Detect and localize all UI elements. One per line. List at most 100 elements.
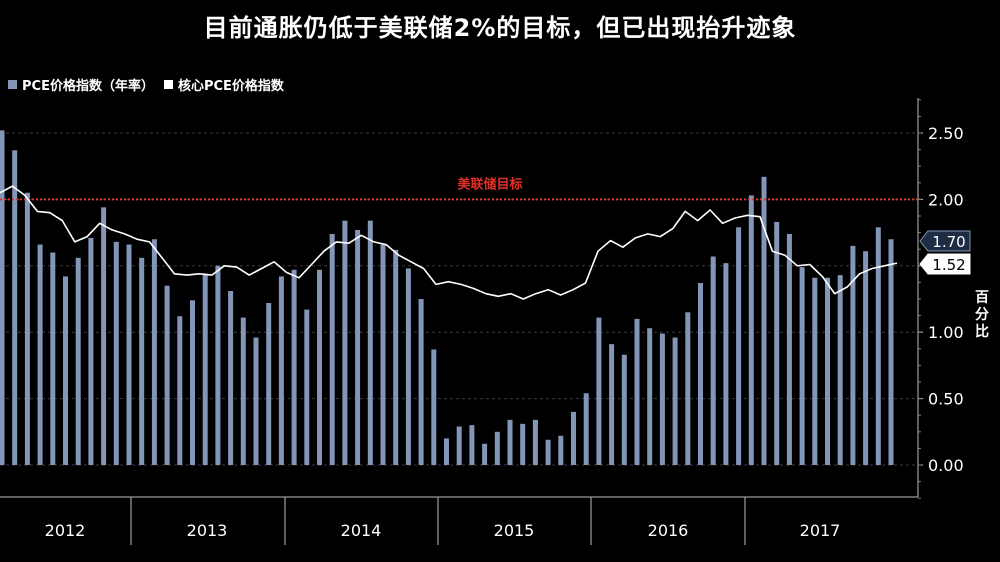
- legend-label-pce: PCE价格指数（年率）: [22, 78, 154, 94]
- year-label: 2017: [800, 521, 841, 540]
- bar: [875, 227, 881, 465]
- bar: [532, 419, 538, 465]
- bar: [253, 337, 259, 465]
- y-tick-label: 2.50: [928, 124, 964, 143]
- legend-swatch-core: [163, 79, 173, 89]
- bar: [75, 257, 81, 465]
- legend-label-core: 核心PCE价格指数: [177, 78, 284, 94]
- bar: [405, 268, 411, 465]
- bar: [0, 130, 5, 465]
- bar: [266, 302, 272, 465]
- bar: [685, 312, 691, 465]
- bar: [12, 150, 18, 466]
- bar: [228, 291, 234, 465]
- y-axis-label: 百分比: [972, 290, 992, 341]
- axis-frame: [0, 98, 919, 498]
- bar: [812, 277, 818, 465]
- bar: [786, 233, 792, 465]
- bar: [215, 265, 221, 465]
- bar: [151, 239, 157, 465]
- year-label: 2012: [45, 521, 86, 540]
- legend-item-pce: PCE价格指数（年率）: [8, 75, 154, 94]
- bar: [63, 276, 68, 465]
- bar: [469, 425, 475, 465]
- bar: [837, 275, 843, 465]
- year-label: 2013: [187, 521, 228, 540]
- bar: [609, 344, 615, 465]
- end-label-core-text: 1.52: [932, 256, 965, 274]
- bar: [888, 239, 894, 465]
- bar: [278, 276, 284, 465]
- core-pce-line: [0, 185, 898, 300]
- end-value-labels: 1.70 1.52: [919, 230, 971, 275]
- bar: [545, 439, 551, 465]
- bar: [126, 244, 132, 465]
- bar: [88, 237, 94, 465]
- bar: [583, 393, 589, 465]
- bar: [672, 337, 678, 465]
- line-series: [0, 185, 898, 300]
- bar: [698, 283, 703, 465]
- end-label-pce-box: [919, 230, 971, 252]
- bar: [621, 354, 627, 465]
- bar: [37, 244, 43, 465]
- legend: PCE价格指数（年率） 核心PCE价格指数: [8, 74, 294, 94]
- bar: [329, 233, 335, 465]
- bar: [202, 273, 208, 465]
- x-year-labels: 2012 2013 2014 2015 2016 2017: [45, 497, 841, 545]
- y-axis-label-char: 百: [975, 290, 989, 306]
- bar: [380, 244, 386, 465]
- end-label-pce: 1.70: [919, 230, 971, 252]
- year-label: 2016: [648, 521, 689, 540]
- bar: [240, 317, 246, 465]
- chart-title: 目前通胀仍低于美联储2%的目标，但已出现抬升迹象: [203, 14, 797, 42]
- bar-series: [0, 130, 894, 466]
- bar: [748, 195, 754, 465]
- y-tick-label: 1.00: [928, 323, 964, 342]
- bar: [647, 328, 653, 465]
- bar: [761, 176, 767, 465]
- bar: [850, 245, 856, 465]
- bar: [825, 277, 830, 465]
- bar: [139, 257, 145, 465]
- year-label: 2015: [494, 521, 535, 540]
- bar: [431, 349, 437, 465]
- legend-swatch-pce: [8, 79, 17, 89]
- bar: [291, 269, 297, 465]
- target-line: 美联储目标: [0, 176, 918, 201]
- bar: [596, 317, 602, 465]
- bar: [355, 229, 361, 465]
- bar: [863, 251, 869, 465]
- y-tick-label: 0.00: [928, 456, 964, 475]
- bar: [164, 285, 170, 465]
- y-tick-labels: 2.502.001.501.000.500.00: [928, 124, 964, 475]
- bar: [456, 426, 462, 465]
- bar: [317, 269, 322, 465]
- y-axis-label-char: 分: [975, 307, 989, 323]
- bar: [113, 241, 119, 465]
- bar: [558, 435, 564, 465]
- bar: [736, 227, 742, 465]
- bar: [342, 220, 348, 465]
- bar: [482, 443, 488, 465]
- target-label: 美联储目标: [457, 176, 522, 192]
- end-label-core: 1.52: [919, 253, 971, 275]
- legend-item-core: 核心PCE价格指数: [163, 75, 284, 94]
- bar: [418, 299, 424, 465]
- bar: [444, 438, 449, 465]
- bar: [634, 318, 640, 465]
- bar: [799, 267, 805, 465]
- bar: [304, 309, 310, 465]
- bar: [659, 333, 665, 465]
- bar: [101, 207, 107, 466]
- bar: [494, 431, 500, 465]
- bar: [710, 256, 716, 465]
- y-axis-label-char: 比: [975, 324, 989, 340]
- bar: [24, 192, 30, 465]
- year-label: 2014: [341, 521, 382, 540]
- end-label-core-box: [919, 253, 971, 275]
- bar: [190, 300, 195, 465]
- bar: [367, 220, 373, 465]
- y-tick-label: 0.50: [928, 390, 964, 409]
